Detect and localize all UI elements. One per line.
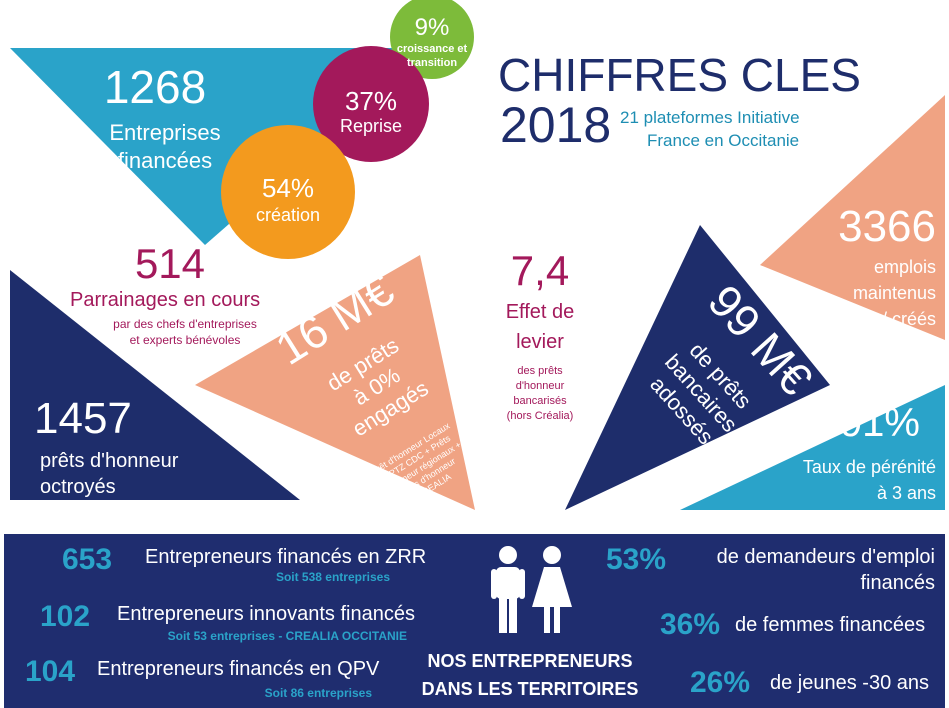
- levier-s4: (hors Créalia): [506, 410, 574, 422]
- title-sub-2: France en Occitanie: [647, 131, 800, 150]
- zrr-label: Entrepreneurs financés en ZRR: [145, 546, 427, 568]
- innovants-sub: Soit 53 entreprises - CREALIA OCCITANIE: [167, 629, 407, 643]
- qpv-label: Entrepreneurs financés en QPV: [97, 658, 380, 680]
- perennite-l2: à 3 ans: [876, 483, 936, 503]
- navy-triangle-right: [565, 225, 830, 510]
- jeunes-label: de jeunes -30 ans: [770, 672, 930, 694]
- femmes-value: 36%: [660, 608, 721, 641]
- levier-s1: des prêts: [517, 365, 563, 377]
- title-year: 2018: [500, 97, 612, 153]
- croissance-label-1: croissance et: [396, 43, 468, 55]
- teal-triangle-right: [680, 385, 945, 510]
- demandeurs-label-2: financés: [860, 572, 936, 594]
- levier-s2: d'honneur: [515, 380, 565, 392]
- emplois-l1: emplois: [873, 257, 936, 277]
- femmes-label: de femmes financées: [735, 614, 926, 636]
- levier-l1: Effet de: [505, 301, 575, 323]
- prets-honneur-value: 1457: [34, 394, 132, 443]
- prets-honneur-label-1: prêts d'honneur: [40, 450, 179, 472]
- plum-circle: [313, 46, 429, 162]
- emplois-l2: maintenus: [852, 283, 936, 303]
- zrr-sub: Soit 538 entreprises: [275, 570, 390, 584]
- man-icon: [491, 546, 525, 633]
- parrainages-sub-1: par des chefs d'entreprises: [113, 317, 257, 331]
- croissance-value: 9%: [414, 14, 450, 41]
- innovants-label: Entrepreneurs innovants financés: [117, 603, 415, 625]
- parrainages-value: 514: [134, 240, 206, 287]
- orange-circle: [221, 125, 355, 259]
- title-sub-1: 21 plateformes Initiative: [620, 108, 800, 127]
- entreprises-label-2: financées: [117, 148, 213, 173]
- creation-label: création: [255, 205, 321, 225]
- territoires-title-1: NOS ENTREPRENEURS: [427, 651, 633, 671]
- qpv-sub: Soit 86 entreprises: [264, 686, 372, 700]
- title-line-1: CHIFFRES CLES: [498, 49, 861, 101]
- green-circle: [390, 0, 474, 79]
- perennite-l1: Taux de pérénité: [802, 457, 936, 477]
- zrr-value: 653: [62, 543, 113, 576]
- croissance-label-2: transition: [406, 57, 458, 69]
- emplois-l3: / créés: [881, 309, 936, 329]
- salmon-triangle-center: [195, 255, 475, 510]
- parrainages-label: Parrainages en cours: [70, 289, 261, 311]
- levier-l2: levier: [516, 331, 564, 353]
- reprise-label: Reprise: [339, 116, 403, 136]
- parrainages-sub-2: et experts bénévoles: [129, 333, 241, 347]
- creation-value: 54%: [261, 173, 315, 203]
- levier-s3: bancarisés: [513, 395, 567, 407]
- entreprises-label-1: Entreprises: [109, 120, 221, 145]
- innovants-value: 102: [40, 600, 91, 633]
- qpv-value: 104: [25, 655, 76, 688]
- navy-triangle-left: [10, 270, 300, 500]
- salmon-triangle-right: [760, 95, 945, 340]
- levier-value: 7,4: [510, 247, 570, 294]
- jeunes-value: 26%: [690, 666, 751, 699]
- woman-icon: [532, 546, 572, 633]
- prets-honneur-label-2: octroyés: [40, 476, 116, 498]
- perennite-value: 91%: [839, 401, 920, 445]
- entreprises-value: 1268: [103, 61, 207, 113]
- reprise-value: 37%: [344, 86, 398, 116]
- emplois-value: 3366: [838, 202, 936, 251]
- territoires-band: [4, 534, 945, 708]
- demandeurs-value: 53%: [606, 543, 667, 576]
- territoires-title-2: DANS LES TERRITOIRES: [421, 679, 639, 699]
- demandeurs-label-1: de demandeurs d'emploi: [716, 546, 935, 568]
